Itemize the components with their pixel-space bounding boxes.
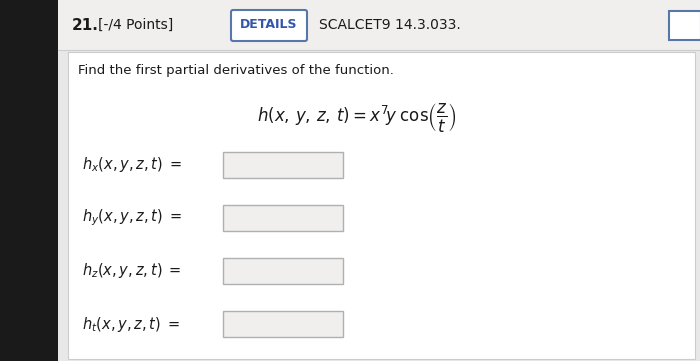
Bar bbox=[0, 0, 58, 361]
Text: 21.: 21. bbox=[72, 17, 99, 32]
Bar bbox=[223, 311, 343, 337]
FancyBboxPatch shape bbox=[231, 10, 307, 41]
FancyBboxPatch shape bbox=[669, 10, 700, 39]
Bar bbox=[68, 52, 695, 359]
Bar bbox=[223, 205, 343, 231]
Text: Find the first partial derivatives of the function.: Find the first partial derivatives of th… bbox=[78, 64, 394, 77]
Bar bbox=[223, 152, 343, 178]
Text: $h_{x}(x, y, z, t)\; =$: $h_{x}(x, y, z, t)\; =$ bbox=[82, 156, 182, 174]
Text: [-/4 Points]: [-/4 Points] bbox=[98, 18, 174, 32]
Text: $h_{z}(x, y, z, t)\; =$: $h_{z}(x, y, z, t)\; =$ bbox=[82, 261, 181, 280]
Bar bbox=[223, 258, 343, 284]
Bar bbox=[58, 0, 700, 50]
Text: $h_{t}(x, y, z, t)\; =$: $h_{t}(x, y, z, t)\; =$ bbox=[82, 314, 180, 334]
Text: DETAILS: DETAILS bbox=[240, 18, 298, 31]
Text: SCALCET9 14.3.033.: SCALCET9 14.3.033. bbox=[319, 18, 461, 32]
Text: $h_{y}(x, y, z, t)\; =$: $h_{y}(x, y, z, t)\; =$ bbox=[82, 208, 182, 228]
Text: $h(x,\, y,\, z,\, t) = x^7\!y\;\cos\!\left(\dfrac{z}{t}\right)$: $h(x,\, y,\, z,\, t) = x^7\!y\;\cos\!\le… bbox=[257, 101, 456, 135]
